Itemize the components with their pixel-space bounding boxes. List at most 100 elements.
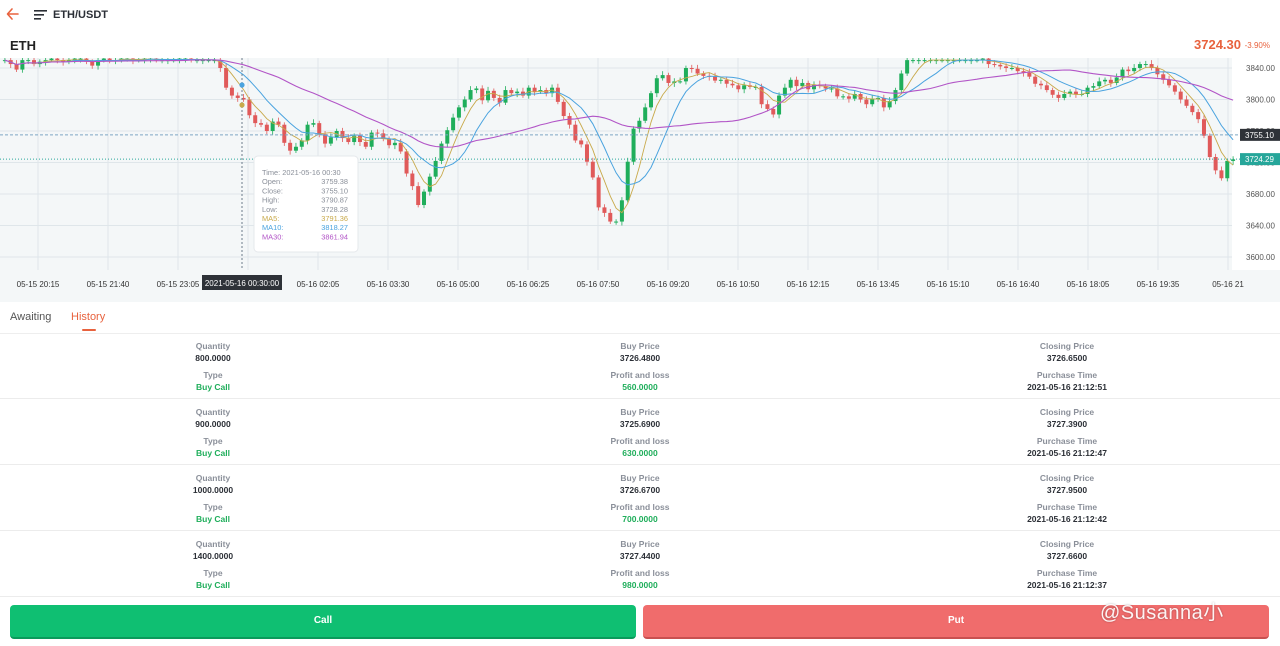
candle-body: [561, 101, 566, 117]
candle-body: [893, 90, 898, 102]
candle: [1143, 60, 1148, 68]
symbol-title: ETH: [10, 38, 36, 53]
candle-body: [375, 132, 380, 134]
candle-body: [1126, 69, 1131, 72]
candle-body: [346, 138, 351, 143]
back-arrow-icon[interactable]: [6, 6, 20, 22]
candle: [381, 129, 386, 142]
candle-body: [101, 58, 106, 61]
tooltip-ma30-value: 3861.94: [321, 232, 348, 241]
chart-canvas[interactable]: 3840.003800.003760.003720.003680.003640.…: [0, 54, 1280, 302]
candle-body: [899, 73, 904, 91]
candle: [317, 120, 322, 138]
candle-body: [427, 176, 432, 192]
candle: [404, 149, 409, 177]
candle: [1015, 65, 1020, 75]
ma30-line: [4, 59, 1234, 148]
candle: [311, 119, 316, 128]
candle-body: [934, 60, 939, 62]
candle-body: [649, 93, 654, 108]
candle-body: [713, 76, 718, 81]
candle-body: [1219, 170, 1224, 179]
tab-history[interactable]: History: [71, 311, 106, 323]
tab-awaiting[interactable]: Awaiting: [10, 311, 52, 323]
type-label: Type: [203, 436, 223, 446]
candle: [1009, 64, 1014, 71]
quantity-label: Quantity: [195, 407, 231, 417]
candle-body: [235, 95, 240, 98]
candle: [584, 141, 589, 166]
quantity-value: 1000.0000: [192, 485, 234, 495]
pnl-label: Profit and loss: [610, 568, 670, 578]
candle-body: [241, 97, 246, 100]
candle: [561, 99, 566, 120]
candle-body: [1190, 105, 1195, 113]
buy-price-value: 3727.4400: [619, 551, 661, 561]
candle-body: [835, 88, 840, 97]
tooltip-time-label: Time: 2021-05-16 00:30: [262, 168, 341, 177]
candle: [1219, 166, 1224, 181]
candle-body: [940, 60, 945, 62]
candle-body: [1068, 91, 1073, 94]
candle: [940, 56, 945, 63]
candle: [253, 112, 258, 128]
candle: [439, 141, 444, 165]
candle-body: [1009, 68, 1014, 69]
candle-body: [683, 68, 688, 82]
candle: [1044, 81, 1049, 93]
purchase-time-label: Purchase Time: [1036, 502, 1098, 512]
put-button[interactable]: Put: [643, 605, 1269, 639]
candle-body: [602, 207, 607, 213]
candle: [456, 105, 461, 121]
x-tick-label: 05-16 21: [1212, 280, 1244, 289]
y-tick-label: 3800.00: [1246, 96, 1275, 105]
candle-body: [387, 138, 392, 146]
quantity-label: Quantity: [195, 341, 231, 351]
menu-icon[interactable]: [34, 9, 48, 21]
tooltip-close-label: Close:: [262, 186, 283, 195]
candle: [695, 64, 700, 76]
candle: [416, 182, 421, 208]
candle: [299, 138, 304, 150]
candle: [433, 156, 438, 180]
candle-body: [619, 200, 624, 222]
candle-body: [567, 116, 572, 125]
type-value: Buy Call: [195, 382, 230, 392]
x-tick-label: 05-16 18:05: [1067, 280, 1110, 289]
tooltip-open-value: 3759.38: [321, 177, 348, 186]
candle-body: [910, 60, 915, 62]
candle-body: [1056, 94, 1061, 98]
candle-body: [637, 120, 642, 129]
candle: [1027, 68, 1032, 80]
candle-body: [573, 124, 578, 141]
candle-body: [1137, 64, 1142, 68]
candle: [282, 122, 287, 146]
candle: [724, 76, 729, 88]
candle-body: [317, 123, 322, 135]
candle: [1149, 60, 1154, 71]
candle-body: [26, 60, 31, 62]
buy-price-value: 3726.6700: [619, 485, 661, 495]
candle-body: [520, 91, 525, 96]
candle-body: [881, 97, 886, 108]
candle: [1172, 82, 1177, 95]
candle-body: [72, 58, 77, 61]
candle-body: [1062, 93, 1067, 98]
candle: [742, 82, 747, 94]
candle: [1068, 89, 1073, 98]
candle: [427, 173, 432, 196]
watermark: @Susanna小: [1100, 602, 1224, 624]
candle: [637, 117, 642, 133]
candle: [328, 133, 333, 146]
crosshair-time-badge: [202, 275, 282, 290]
call-button[interactable]: Call: [10, 605, 636, 639]
candle-body: [14, 64, 19, 70]
list-item: Quantity 1000.0000 Type Buy Call Buy Price…: [0, 465, 1280, 531]
candle-body: [20, 60, 25, 70]
candle-body: [695, 68, 700, 74]
candlestick-chart[interactable]: 3840.003800.003760.003720.003680.003640.…: [0, 54, 1280, 302]
candle: [445, 127, 450, 148]
candle-body: [247, 99, 252, 116]
pair-title[interactable]: ETH/USDT: [53, 9, 108, 21]
